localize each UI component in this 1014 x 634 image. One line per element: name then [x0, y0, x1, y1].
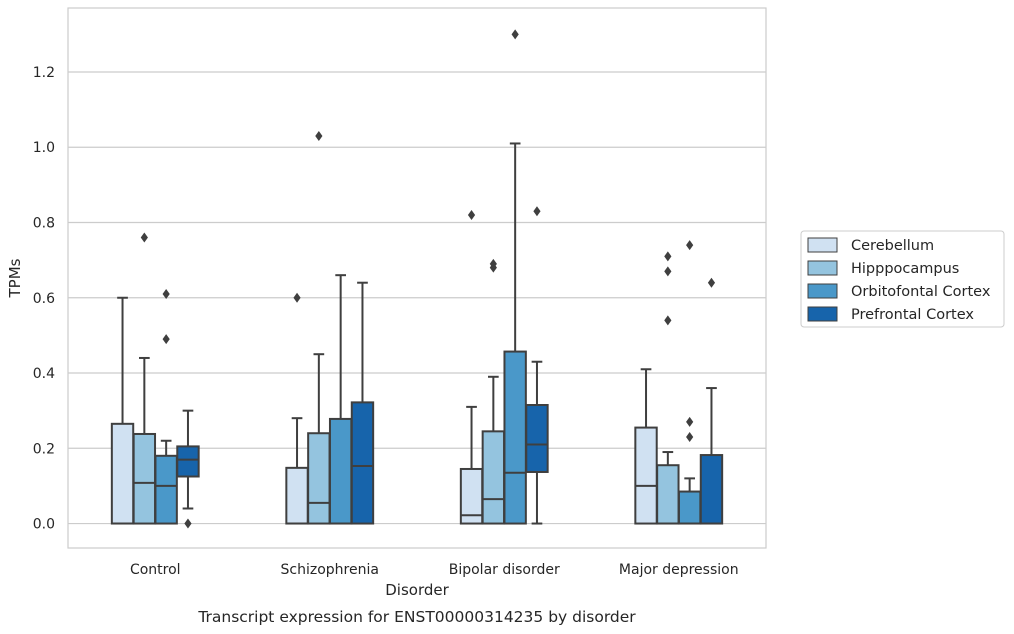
outlier-point — [162, 334, 170, 345]
x-tick-labels: Control Schizophrenia Bipolar disorder Majo… — [130, 562, 739, 578]
legend: Cerebellum Hipppocampus Orbitofontal Corte… — [800, 230, 1005, 328]
legend-swatch — [807, 237, 838, 253]
box-iqr — [503, 350, 527, 525]
outlier-point — [686, 416, 694, 427]
box-cerebellum — [110, 296, 135, 525]
box-prefrontal-cortex — [176, 409, 200, 529]
box-prefrontal-cortex — [350, 281, 375, 525]
legend-frame — [800, 230, 1005, 328]
legend-swatch — [807, 260, 838, 276]
box-iqr — [328, 417, 353, 525]
box-iqr — [677, 490, 702, 525]
outlier-point — [686, 431, 694, 442]
box-cerebellum — [459, 209, 484, 525]
box-iqr — [699, 454, 724, 525]
box-iqr — [656, 464, 680, 525]
box-hipppocampus — [481, 258, 506, 525]
legend-entry: Cerebellum — [851, 238, 934, 254]
outlier-point — [184, 518, 192, 529]
legend-entry: Orbitofontal Cortex — [851, 284, 991, 300]
box-orbitofontal-cortex — [677, 240, 702, 525]
box-prefrontal-cortex — [525, 206, 549, 525]
box-iqr — [307, 432, 331, 525]
outlier-point — [162, 288, 170, 299]
outlier-point — [511, 29, 519, 40]
y-axis-label: TPMs — [6, 258, 24, 298]
y-tick-label: 0.4 — [33, 366, 55, 382]
box-iqr — [634, 426, 658, 525]
y-tick-label: 1.2 — [33, 65, 55, 81]
outlier-point — [489, 258, 497, 269]
y-tick-label: 0.0 — [33, 517, 55, 533]
outlier-point — [293, 292, 301, 303]
box-iqr — [481, 430, 506, 525]
y-tick-label: 0.8 — [33, 215, 55, 231]
x-tick-label: Schizophrenia — [281, 562, 379, 578]
box-orbitofontal-cortex — [154, 288, 178, 525]
box-hipppocampus — [656, 251, 680, 525]
legend-entry: Hipppocampus — [851, 261, 959, 277]
y-tick-label: 0.2 — [33, 441, 55, 457]
outlier-point — [315, 130, 323, 141]
outlier-point — [686, 240, 694, 251]
x-axis-label: Disorder — [385, 581, 449, 599]
y-tick-label: 0.6 — [33, 291, 55, 307]
box-cerebellum — [285, 292, 309, 525]
outlier-point — [533, 206, 541, 217]
y-tick-label: 1.0 — [33, 140, 55, 156]
outlier-point — [140, 232, 148, 243]
box-iqr — [525, 404, 549, 473]
box-series — [110, 29, 724, 529]
y-tick-labels: 0.0 0.2 0.4 0.6 0.8 1.0 1.2 — [33, 65, 55, 533]
box-iqr — [176, 445, 200, 478]
legend-entry: Prefrontal Cortex — [851, 307, 974, 323]
box-iqr — [154, 454, 178, 525]
outlier-point — [664, 266, 672, 277]
x-tick-label: Control — [130, 562, 181, 578]
box-iqr — [285, 466, 309, 525]
legend-swatch — [807, 283, 838, 299]
box-orbitofontal-cortex — [503, 29, 527, 525]
x-tick-label: Major depression — [619, 562, 739, 578]
box-iqr — [132, 432, 157, 525]
box-orbitofontal-cortex — [328, 274, 353, 525]
box-prefrontal-cortex — [699, 277, 724, 525]
box-iqr — [110, 422, 135, 525]
outlier-point — [467, 209, 476, 220]
outlier-point — [664, 251, 672, 262]
x-tick-label: Bipolar disorder — [449, 562, 560, 578]
box-hipppocampus — [307, 130, 331, 525]
outlier-point — [707, 277, 716, 288]
legend-swatch — [807, 306, 838, 322]
box-iqr — [350, 401, 375, 525]
outlier-point — [664, 315, 672, 326]
chart-caption: Transcript expression for ENST0000031423… — [197, 608, 636, 626]
